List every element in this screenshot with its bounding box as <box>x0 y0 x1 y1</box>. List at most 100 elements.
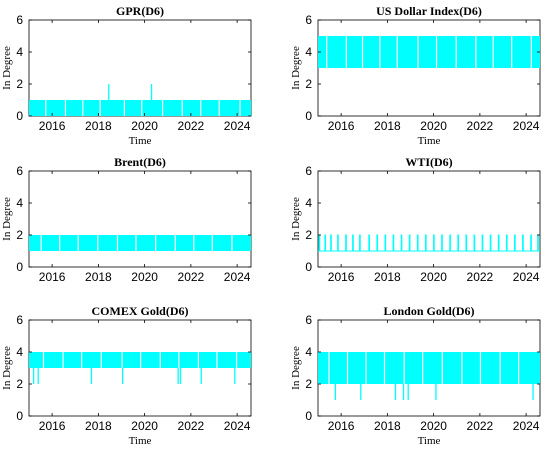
chart-panel: 2016 2018 2020 2022 2024 0 2 4 6 WTI(D6) In Degree <box>290 155 541 284</box>
chart-panel: 2016 2018 2020 2022 2024 0 2 4 6 Brent(D6) In Degr… <box>1 155 252 284</box>
y-tick-label: 2 <box>305 228 312 242</box>
y-tick-label: 6 <box>16 313 23 327</box>
y-tick-label: 6 <box>305 13 312 27</box>
band-gap <box>379 36 381 68</box>
chart-title: Brent(D6) <box>114 155 166 169</box>
band-gap <box>123 100 126 116</box>
y-tick-label: 4 <box>305 345 312 359</box>
x-tick-label: 2022 <box>467 270 494 284</box>
x-tick-label: 2024 <box>513 419 540 433</box>
band-gap <box>59 235 61 251</box>
y-axis-label: In Degree <box>1 197 13 241</box>
y-axis-label: In Degree <box>1 346 13 390</box>
band-gap <box>42 352 45 368</box>
band-gap <box>97 235 99 251</box>
x-axis-label: Time <box>129 435 152 447</box>
y-tick-label: 2 <box>305 377 312 391</box>
band-gap <box>155 235 157 251</box>
band-gap <box>200 100 202 116</box>
band-gap <box>239 100 241 116</box>
x-tick-label: 2018 <box>85 119 112 133</box>
x-tick-label: 2020 <box>420 270 447 284</box>
y-tick-label: 2 <box>16 77 23 91</box>
plot-area <box>317 170 541 268</box>
x-axis-label: Time <box>418 135 441 147</box>
y-axis-label: In Degree <box>1 46 13 90</box>
band-gap <box>181 100 183 116</box>
band-gap <box>511 36 513 68</box>
band-gap <box>161 100 164 116</box>
band-gap <box>231 235 233 251</box>
band-gap <box>461 352 463 384</box>
x-tick-label: 2016 <box>39 419 66 433</box>
band-gap <box>116 235 119 251</box>
band-gap <box>383 352 386 384</box>
x-tick-label: 2020 <box>131 419 158 433</box>
band-gap <box>45 100 47 116</box>
chart-panel: 2016 2018 2020 2022 2024 0 2 4 6 US Dollar Index(… <box>290 4 541 147</box>
y-tick-label: 0 <box>305 109 312 123</box>
band-gap <box>365 352 367 384</box>
chart-title: US Dollar Index(D6) <box>376 4 482 18</box>
series-band <box>318 352 540 384</box>
y-tick-label: 6 <box>305 313 312 327</box>
band-gap <box>99 100 101 116</box>
x-tick-label: 2016 <box>39 119 66 133</box>
y-tick-label: 6 <box>16 164 23 178</box>
series-group <box>318 36 540 68</box>
band-gap <box>326 36 328 68</box>
y-tick-label: 4 <box>16 45 23 59</box>
band-gap <box>174 235 176 251</box>
y-axis-label: In Degree <box>290 346 302 390</box>
band-gap <box>346 352 349 384</box>
band-gap <box>40 235 42 251</box>
band-gap <box>441 352 443 384</box>
chart-panel: 2016 2018 2020 2022 2024 0 2 4 6 COMEX Gold(D6) Ti… <box>1 304 252 447</box>
y-tick-label: 2 <box>305 77 312 91</box>
x-tick-label: 2022 <box>178 119 205 133</box>
band-gap <box>62 352 64 368</box>
x-tick-label: 2020 <box>131 270 158 284</box>
band-gap <box>197 352 200 368</box>
y-tick-label: 0 <box>16 109 23 123</box>
y-tick-label: 4 <box>305 45 312 59</box>
x-tick-label: 2022 <box>467 419 494 433</box>
y-tick-label: 6 <box>305 164 312 178</box>
band-gap <box>422 352 424 384</box>
x-tick-label: 2016 <box>328 270 355 284</box>
band-gap <box>417 36 419 68</box>
y-tick-label: 2 <box>16 228 23 242</box>
band-gap <box>518 352 520 384</box>
band-gap <box>141 100 143 116</box>
chart-title: London Gold(D6) <box>383 304 474 318</box>
series-line <box>318 234 540 252</box>
y-tick-label: 2 <box>16 377 23 391</box>
band-gap <box>211 235 213 251</box>
x-tick-label: 2022 <box>467 119 494 133</box>
x-tick-label: 2018 <box>85 419 112 433</box>
x-tick-label: 2020 <box>420 119 447 133</box>
band-gap <box>140 352 142 368</box>
plot-area <box>28 170 252 268</box>
band-gap <box>135 235 137 251</box>
y-tick-label: 4 <box>305 196 312 210</box>
band-gap <box>178 352 180 368</box>
band-gap <box>193 235 195 251</box>
x-tick-label: 2020 <box>131 119 158 133</box>
series-group <box>29 235 251 251</box>
x-axis-label: Time <box>418 435 441 447</box>
x-tick-label: 2022 <box>178 419 205 433</box>
band-gap <box>361 36 364 68</box>
y-axis-label: In Degree <box>290 46 302 90</box>
y-tick-label: 4 <box>16 345 23 359</box>
x-tick-label: 2016 <box>328 119 355 133</box>
x-tick-label: 2018 <box>374 270 401 284</box>
band-gap <box>328 352 330 384</box>
y-tick-label: 0 <box>305 409 312 423</box>
chart-panel: 2016 2018 2020 2022 2024 0 2 4 6 London Gold(D6) T… <box>290 304 541 447</box>
series-group <box>318 234 540 252</box>
band-gap <box>396 36 398 68</box>
band-gap <box>403 352 405 384</box>
x-tick-label: 2018 <box>374 119 401 133</box>
